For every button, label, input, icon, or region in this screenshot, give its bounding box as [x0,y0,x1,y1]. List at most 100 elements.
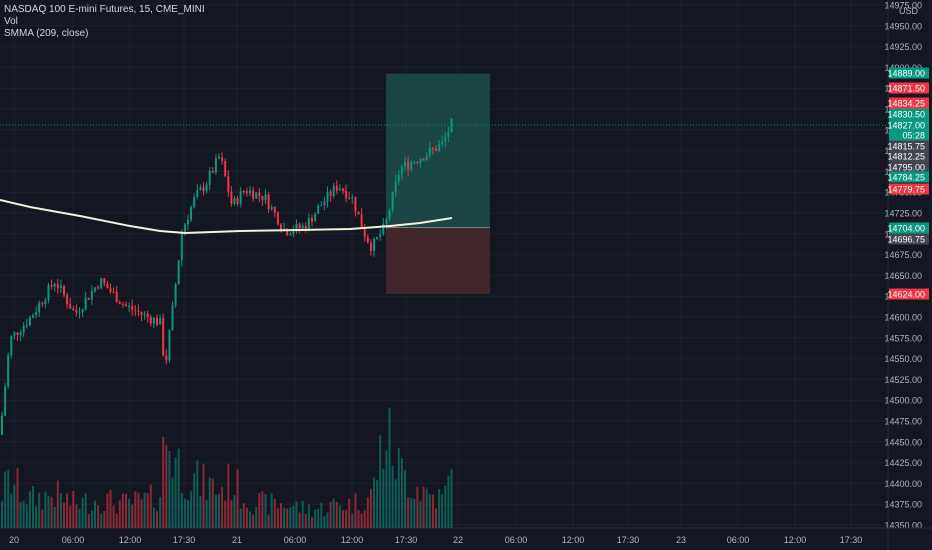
volume-bar [69,505,72,528]
candle [159,317,162,325]
candle [162,317,165,356]
price-badge [889,161,929,173]
volume-bar [53,506,56,528]
volume-bar [59,492,62,528]
volume-bar [190,490,193,528]
volume-bar [38,492,41,528]
volume-bar [233,495,236,528]
volume-bar [382,468,385,528]
volume-bar [41,509,44,528]
candle [286,228,289,236]
y-axis-tick-label: 14950.00 [884,21,922,31]
candle [444,137,447,142]
price-badge [889,67,929,79]
candle [66,295,69,305]
volume-bar [230,500,233,528]
volume-bar [373,477,375,528]
volume-bar [63,502,65,528]
volume-bar [10,493,13,528]
candle [16,332,19,335]
candle [391,191,394,211]
candle [270,207,273,210]
volume-bar [438,489,441,528]
x-axis-tick-label: 17:30 [173,535,196,545]
volume-bar [84,493,87,528]
currency-label: USD [898,6,918,16]
candle [196,190,199,197]
candle [428,147,431,156]
candle [410,162,413,170]
volume-bar [87,514,90,528]
volume-bar [131,504,134,528]
volume-bar [100,513,103,528]
volume-bar [47,495,50,528]
candle [261,195,264,201]
candle [255,192,258,199]
x-axis-tick-label: 12:00 [341,535,364,545]
volume-bar [431,494,434,528]
volume-bar [7,469,10,528]
volume-bar [183,498,186,528]
candle [295,223,298,232]
volume-bar [66,493,69,528]
price-badge-label: 14795.00 [887,162,925,172]
volume-bar [348,498,351,528]
candle [280,224,282,230]
candle [87,297,90,300]
volume-bar [379,435,382,528]
candle [366,237,369,243]
volume-bar [255,506,258,528]
candle [115,291,118,303]
volume-bar [125,494,127,528]
volume-bar [168,451,171,528]
volume-bar [134,491,137,528]
volume-bar [416,486,419,528]
candle [47,285,50,301]
candle [323,201,326,206]
candle [249,190,251,193]
volume-indicator-label[interactable]: Vol [4,16,18,27]
volume-bar [388,407,391,528]
volume-bar [205,499,208,528]
candle [187,219,189,225]
candle [100,278,103,289]
volume-bar [214,494,217,528]
candle [345,190,348,199]
candle [363,227,366,238]
volume-bar [78,508,81,528]
price-badge [889,288,929,300]
volume-bar [283,507,286,528]
candle [450,118,453,133]
volume-bar [270,493,273,528]
take-profit-zone[interactable] [386,73,490,228]
stop-loss-zone[interactable] [386,227,490,295]
candle [242,191,245,193]
volume-bar [162,436,165,528]
candle [360,214,363,228]
price-badge-label: 14704.00 [887,223,925,233]
volume-bar [301,501,304,528]
volume-bar [236,469,239,528]
price-badge-label: 14871.50 [887,83,925,93]
y-axis-tick-label: 14525.00 [884,375,922,385]
price-badge-label: 05:28 [902,130,925,140]
x-axis-tick-label: 20 [9,535,19,545]
y-axis-tick-label: 14675.00 [884,250,922,260]
candle [22,325,25,333]
volume-bar [94,500,96,528]
candle [19,332,22,335]
symbol-title[interactable]: NASDAQ 100 E-mini Futures, 15, CME_MINI [4,4,205,15]
volume-bar [363,510,366,528]
volume-bar [211,478,214,528]
smma-indicator-label[interactable]: SMMA (209, close) [4,28,89,39]
price-badge [889,140,929,152]
price-badge-label: 14830.50 [887,109,925,119]
candle [438,144,441,151]
volume-bar [391,465,394,528]
candle [118,302,121,305]
volume-bar [81,497,84,528]
candle [177,260,180,285]
price-badge-label: 14815.75 [887,141,925,151]
volume-bar [180,492,183,528]
